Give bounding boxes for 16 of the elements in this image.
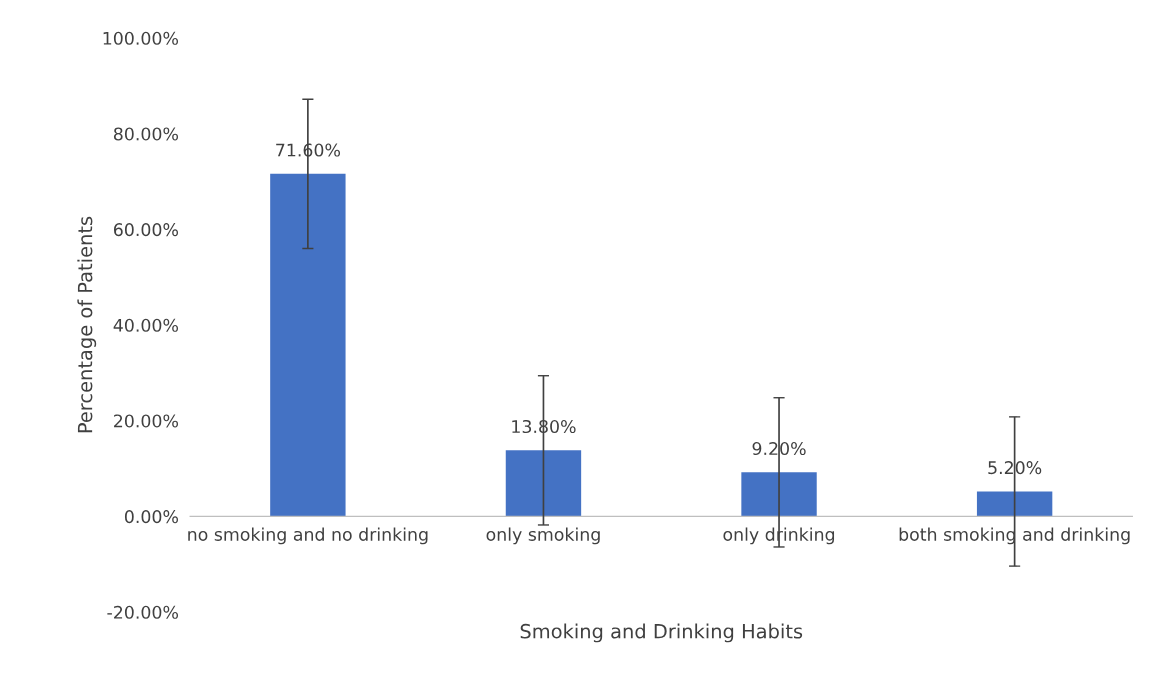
- y-tick-label: 40.00%: [113, 318, 179, 332]
- y-tick-label: 100.00%: [103, 31, 179, 45]
- bar: [741, 472, 817, 517]
- x-tick-label: only smoking: [486, 527, 600, 545]
- y-tick-label: 20.00%: [114, 414, 179, 428]
- bar: [505, 450, 582, 517]
- y-tick-label: 80.00%: [113, 127, 179, 141]
- x-axis-title: Smoking and Drinking Habits: [520, 623, 803, 643]
- bar: [976, 491, 1053, 517]
- y-axis-title: Percentage of Patients: [77, 216, 97, 433]
- bar: [270, 173, 346, 517]
- y-tick-label: 60.00%: [113, 223, 179, 237]
- y-tick-label: 0.00%: [124, 510, 179, 524]
- x-tick-label: both smoking and drinking: [899, 527, 1130, 545]
- y-tick-label: -20.00%: [107, 605, 179, 619]
- x-tick-label: no smoking and no drinking: [188, 527, 428, 545]
